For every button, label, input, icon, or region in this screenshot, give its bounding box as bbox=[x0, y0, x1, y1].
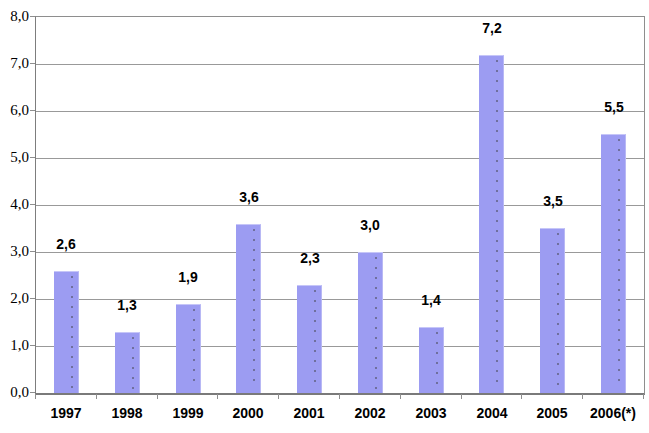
x-axis-tick bbox=[582, 394, 583, 399]
bar bbox=[358, 252, 383, 393]
x-axis-tick bbox=[461, 394, 462, 399]
y-axis-tick bbox=[30, 110, 35, 111]
bar-value-label: 1,9 bbox=[164, 270, 212, 284]
x-axis-tick bbox=[96, 394, 97, 399]
x-axis-category-label: 1998 bbox=[96, 406, 158, 421]
x-axis-category-label: 2000 bbox=[217, 406, 279, 421]
bar-value-label: 3,6 bbox=[225, 190, 273, 204]
y-axis-tick bbox=[30, 157, 35, 158]
y-axis-tick-label: 8,0 bbox=[0, 8, 29, 24]
x-axis-category-label: 2004 bbox=[461, 406, 523, 421]
x-axis-tick bbox=[339, 394, 340, 399]
x-axis-tick bbox=[400, 394, 401, 399]
y-axis-tick bbox=[30, 63, 35, 64]
bar bbox=[297, 285, 322, 393]
x-axis-category-label: 2005 bbox=[521, 406, 583, 421]
bar-dot-pattern bbox=[71, 276, 73, 389]
bar-value-label: 1,3 bbox=[103, 298, 151, 312]
bar-value-label: 3,0 bbox=[346, 218, 394, 232]
bar-dot-pattern bbox=[375, 257, 377, 389]
plot-area: 2,6 1,3 1,9 3,6 2,3 3,0 1,4 7,2 3,5 5,5 bbox=[35, 16, 645, 395]
x-axis-tick bbox=[217, 394, 218, 399]
x-axis-tick bbox=[157, 394, 158, 399]
y-axis-tick bbox=[30, 204, 35, 205]
x-axis-category-label: 2006(*) bbox=[582, 406, 644, 421]
x-axis-tick bbox=[278, 394, 279, 399]
bar bbox=[54, 271, 79, 393]
x-axis-tick bbox=[35, 394, 36, 399]
y-axis-tick-label: 3,0 bbox=[0, 243, 29, 259]
bar-dot-pattern bbox=[496, 60, 498, 389]
bar-dot-pattern bbox=[253, 229, 255, 389]
bar bbox=[176, 304, 201, 393]
bar-dot-pattern bbox=[618, 139, 620, 389]
bar bbox=[601, 134, 626, 393]
y-axis-tick bbox=[30, 251, 35, 252]
bar bbox=[419, 327, 444, 393]
bar-dot-pattern bbox=[436, 332, 438, 389]
x-axis-tick bbox=[643, 394, 644, 399]
bar-dot-pattern bbox=[314, 290, 316, 389]
y-axis-tick bbox=[30, 298, 35, 299]
x-axis-category-label: 1999 bbox=[157, 406, 219, 421]
y-axis-tick-label: 4,0 bbox=[0, 196, 29, 212]
gridline bbox=[36, 158, 644, 159]
bar-dot-pattern bbox=[132, 337, 134, 389]
y-axis-tick-label: 2,0 bbox=[0, 290, 29, 306]
bar-value-label: 3,5 bbox=[529, 194, 577, 208]
x-axis-category-label: 1997 bbox=[35, 406, 97, 421]
y-axis-tick bbox=[30, 345, 35, 346]
bar-value-label: 2,3 bbox=[286, 251, 334, 265]
x-axis-category-label: 2003 bbox=[400, 406, 462, 421]
bar bbox=[236, 224, 261, 393]
bar-value-label: 1,4 bbox=[407, 293, 455, 307]
bar-value-label: 2,6 bbox=[42, 237, 90, 251]
y-axis-tick-label: 0,0 bbox=[0, 384, 29, 400]
y-axis-tick-label: 5,0 bbox=[0, 149, 29, 165]
bar-chart: 2,6 1,3 1,9 3,6 2,3 3,0 1,4 7,2 3,5 5,5 8,0 7,0 6,0… bbox=[0, 0, 649, 433]
bar-dot-pattern bbox=[557, 233, 559, 389]
bar-value-label: 5,5 bbox=[590, 100, 638, 114]
y-axis-tick-label: 6,0 bbox=[0, 102, 29, 118]
x-axis-category-label: 2001 bbox=[278, 406, 340, 421]
gridline bbox=[36, 111, 644, 112]
y-axis-tick bbox=[30, 392, 35, 393]
bar bbox=[115, 332, 140, 393]
bar-dot-pattern bbox=[193, 309, 195, 389]
y-axis-tick-label: 7,0 bbox=[0, 55, 29, 71]
bar bbox=[540, 228, 565, 393]
gridline bbox=[36, 64, 644, 65]
y-axis-tick bbox=[30, 16, 35, 17]
y-axis-tick-label: 1,0 bbox=[0, 337, 29, 353]
bar bbox=[479, 55, 504, 393]
bar-value-label: 7,2 bbox=[468, 21, 516, 35]
x-axis-tick bbox=[521, 394, 522, 399]
x-axis-category-label: 2002 bbox=[339, 406, 401, 421]
